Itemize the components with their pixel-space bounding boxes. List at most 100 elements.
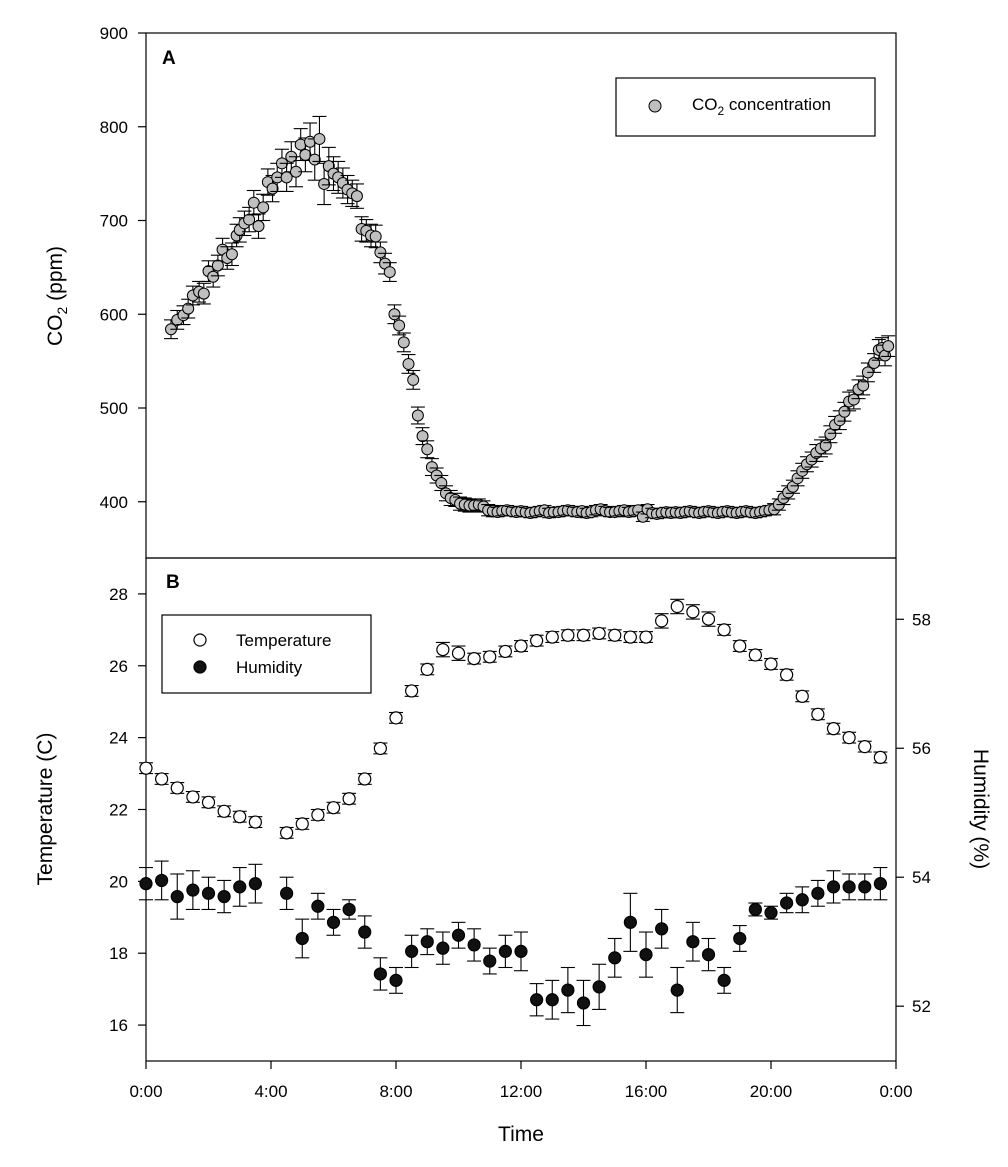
humidity-point: [717, 973, 731, 987]
temperature-point: [748, 648, 762, 662]
humidity-point: [155, 873, 169, 888]
co2-point: [397, 336, 410, 349]
co2-point: [257, 201, 270, 214]
temperature-point: [201, 795, 216, 809]
temperature-point: [780, 668, 794, 682]
panel-b-y2-tick-label: 56: [912, 739, 931, 758]
humidity-point: [217, 889, 231, 904]
humidity-point: [576, 996, 591, 1010]
temperature-point: [561, 628, 575, 642]
temperature-point: [436, 643, 450, 657]
panel-b-y-tick-label: 22: [109, 801, 128, 820]
panel-a-letter: A: [162, 48, 176, 69]
panel-a-y-tick-label: 700: [100, 212, 128, 231]
temperature-point: [592, 626, 606, 641]
legend-label-humidity: Humidity: [236, 658, 303, 677]
humidity-point: [373, 967, 387, 981]
temperature-point: [795, 689, 809, 703]
panel-a-legend-label: CO2 concentration: [692, 95, 831, 118]
temperature-point: [483, 650, 497, 664]
temperature-point: [389, 711, 403, 725]
panel-b-y-tick-label: 18: [109, 944, 128, 963]
temperature-point: [530, 634, 544, 648]
temperature-point: [858, 740, 872, 754]
humidity-point: [811, 886, 825, 900]
temperature-point: [608, 628, 622, 642]
temperature-point: [326, 801, 341, 815]
panel-b-y-tick-label: 28: [109, 585, 128, 604]
x-tick-label: 16:00: [625, 1082, 668, 1101]
co2-point: [416, 430, 429, 443]
co2-point: [308, 153, 321, 166]
x-tick-label: 12:00: [500, 1082, 543, 1101]
temperature-point: [701, 612, 716, 626]
humidity-point: [389, 973, 403, 987]
humidity-point: [326, 915, 341, 929]
humidity-point: [701, 947, 716, 962]
co2-point: [388, 308, 401, 321]
temperature-point: [139, 761, 153, 775]
panel-b-marks: [139, 598, 888, 1027]
temperature-point: [186, 790, 200, 804]
panel-a-y-tick-label: 500: [100, 399, 128, 418]
co2-point: [824, 428, 837, 441]
temperature-point: [233, 810, 247, 824]
temperature-point: [248, 815, 262, 829]
panel-a-y-tick-label: 600: [100, 305, 128, 324]
humidity-point: [295, 931, 309, 946]
humidity-point: [623, 915, 637, 929]
temperature-point: [451, 646, 466, 660]
co2-point: [374, 246, 387, 259]
panel-b-y2-tick-label: 52: [912, 997, 931, 1016]
co2-point: [402, 357, 415, 370]
humidity-point: [186, 883, 200, 897]
x-axis-title: Time: [498, 1123, 544, 1146]
humidity-point: [842, 880, 856, 894]
panel-a-legend-label-main: CO: [692, 95, 718, 114]
temperature-point: [826, 722, 841, 736]
humidity-point: [467, 938, 481, 952]
co2-point: [421, 443, 434, 456]
humidity-point: [233, 880, 247, 894]
temperature-point: [217, 804, 231, 818]
humidity-point: [280, 886, 294, 900]
co2-point: [266, 182, 279, 195]
temperature-point: [155, 772, 169, 786]
humidity-point: [873, 877, 887, 891]
panel-a-legend: CO2 concentration: [615, 77, 876, 137]
humidity-point: [139, 877, 153, 891]
temperature-point: [545, 630, 559, 644]
temperature-point: [842, 731, 856, 745]
temperature-point: [373, 741, 387, 756]
humidity-point: [670, 983, 684, 997]
temperature-point: [358, 772, 372, 786]
temperature-point: [733, 639, 747, 653]
humidity-point: [561, 983, 575, 997]
temperature-point: [576, 628, 591, 642]
panel-b-y-tick-label: 24: [109, 729, 128, 748]
co2-point: [407, 373, 420, 386]
panel-a-y-tick-label: 800: [100, 118, 128, 137]
temperature-point: [280, 826, 294, 840]
panel-a-legend-label-sub: 2: [718, 104, 725, 118]
legend-label-temperature: Temperature: [236, 631, 331, 650]
temperature-point: [342, 792, 356, 806]
panel-b-y-tick-label: 16: [109, 1016, 128, 1035]
humidity-point: [358, 925, 372, 939]
panel-a-y-tick-label: 900: [100, 24, 128, 43]
co2-point: [369, 230, 382, 243]
humidity-point: [530, 993, 544, 1007]
temperature-point: [311, 808, 325, 822]
humidity-point: [436, 941, 450, 955]
temperature-point: [295, 817, 309, 831]
humidity-point: [451, 928, 466, 942]
co2-point: [847, 393, 860, 406]
temperature-point: [405, 684, 419, 698]
panel-a-y-axis: 400 500 600 700 800 900: [100, 24, 146, 512]
temperature-point: [764, 657, 778, 671]
panel-b-left-y-axis: 16 18 20 22 24 26 28: [109, 585, 146, 1035]
x-tick-label: 8:00: [379, 1082, 412, 1101]
humidity-point: [655, 922, 669, 936]
co2-point: [252, 220, 265, 233]
co2-point: [393, 319, 406, 332]
